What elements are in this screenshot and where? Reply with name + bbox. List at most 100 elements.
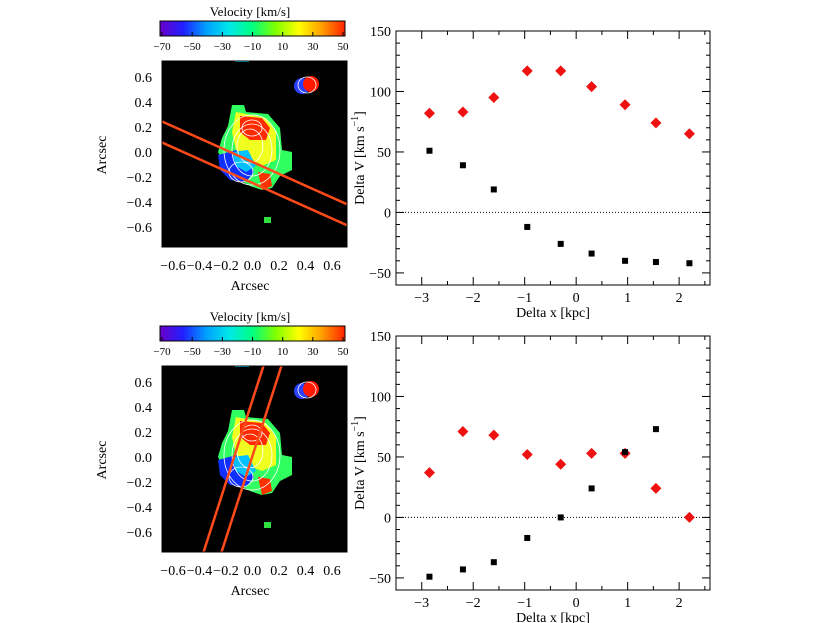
map-y-tick-label: −0.6 <box>127 221 152 236</box>
map-image <box>202 366 319 552</box>
map-y-tick-label: −0.2 <box>127 171 152 186</box>
colorbar-tick-label: 30 <box>307 346 319 358</box>
y-axis-label: Delta V [km s−1] <box>350 416 368 510</box>
data-point-square <box>426 573 433 580</box>
map-x-tick-label: 0.0 <box>244 259 262 274</box>
map-y-tick-label: 0.2 <box>135 426 153 441</box>
data-point-square <box>557 240 564 247</box>
map-y-tick-label: 0.0 <box>135 146 153 161</box>
map-x-tick-label: 0.4 <box>297 564 315 579</box>
colorbar-tick-label: −50 <box>184 41 202 53</box>
map-image <box>162 61 347 227</box>
map-x-tick-label: 0.2 <box>270 564 288 579</box>
colorbar-tick-label: −10 <box>244 41 262 53</box>
colorbar-tick-label: −30 <box>214 346 232 358</box>
slit-edge-lower <box>162 141 347 227</box>
map-x-tick-label: −0.6 <box>160 564 185 579</box>
data-point-square <box>622 449 629 456</box>
data-point-diamond <box>457 106 469 118</box>
plot-frame <box>395 335 711 591</box>
companion-red <box>303 76 319 92</box>
data-point-square <box>459 566 466 573</box>
x-tick-label: −2 <box>466 291 481 306</box>
map-y-tick-label: −0.4 <box>127 501 152 516</box>
y-axis-label: Delta V [km s−1] <box>350 111 368 205</box>
map-xlabel: Arcsec <box>231 584 270 599</box>
colorbar-tick-label: −10 <box>244 346 262 358</box>
colorbar-tick-label: 50 <box>338 41 350 53</box>
colorbar-title: Velocity [km/s] <box>210 4 291 19</box>
data-point-diamond <box>683 128 695 140</box>
colorbar-tick-label: −70 <box>153 41 171 53</box>
map-x-tick-label: 0.2 <box>270 259 288 274</box>
data-point-diamond <box>555 65 567 77</box>
map-x-tick-label: 0.6 <box>323 564 341 579</box>
y-axis-label-main: Delta V [km s <box>353 126 368 204</box>
y-tick-label: 50 <box>377 451 391 466</box>
data-point-diamond <box>457 426 469 438</box>
data-point-diamond <box>423 467 435 479</box>
y-tick-label: 100 <box>370 390 391 405</box>
map-x-tick-label: 0.6 <box>323 259 341 274</box>
y-tick-label: −50 <box>369 267 391 282</box>
x-axis-label: Delta x [kpc] <box>516 306 590 321</box>
data-point-square <box>524 534 531 541</box>
colorbar-tick-label: −70 <box>153 346 171 358</box>
velocity-map-bottom: Velocity [km/s] −70 −50 −30 −10 10 30 50 <box>95 309 349 599</box>
velocity-offset-plot-top: −3 −2 −1 0 1 2 −50 0 50 100 150 Delta x [kpc] Delta … <box>350 25 711 321</box>
map-y-tick-label: 0.6 <box>135 71 153 86</box>
velocity-map-top: Velocity [km/s] −70 −50 −30 −10 10 30 50 <box>95 4 349 294</box>
map-frame <box>161 60 348 248</box>
x-tick-label: −3 <box>414 291 429 306</box>
y-tick-label: 0 <box>384 511 391 526</box>
x-tick-label: 2 <box>676 291 683 306</box>
data-point-diamond <box>619 99 631 111</box>
data-point-square <box>459 162 466 169</box>
map-y-tick-label: −0.4 <box>127 196 152 211</box>
slit-edge-left <box>202 366 265 552</box>
map-y-tick-label: 0.0 <box>135 451 153 466</box>
map-x-tick-label: −0.2 <box>213 564 238 579</box>
map-x-tick-label: −0.4 <box>187 564 212 579</box>
map-y-tick-label: 0.4 <box>135 401 153 416</box>
data-point-diamond <box>586 447 598 459</box>
plot-frame <box>395 30 711 286</box>
data-point-diamond <box>650 117 662 129</box>
y-tick-label: 100 <box>370 85 391 100</box>
data-point-square <box>622 257 629 264</box>
y-tick-label: 150 <box>370 330 391 345</box>
slit-edge-right <box>220 366 283 552</box>
map-pixel-patch <box>264 522 271 528</box>
colorbar-tick-label: 50 <box>338 346 350 358</box>
map-pixel-patch <box>264 217 271 223</box>
map-frame <box>161 365 348 553</box>
x-tick-label: −2 <box>466 596 481 611</box>
data-point-square <box>490 186 497 193</box>
data-point-diamond <box>521 449 533 461</box>
velocity-offset-plot-bottom: −3 −2 −1 0 1 2 −50 0 50 100 150 Delta x [kpc] Delta … <box>350 330 711 623</box>
colorbar-tick-label: −30 <box>214 41 232 53</box>
map-y-ticks: 0.6 0.4 0.2 0.0 −0.2 −0.4 −0.6 <box>127 376 166 541</box>
map-x-tick-label: 0.0 <box>244 564 262 579</box>
map-x-tick-label: −0.2 <box>213 259 238 274</box>
y-axis-label-main: Delta V [km s <box>353 431 368 509</box>
x-axis-label: Delta x [kpc] <box>516 611 590 623</box>
x-tick-label: 0 <box>573 291 580 306</box>
y-axis-label-suffix: ] <box>353 416 368 421</box>
colorbar-ticks: −70 −50 −30 −10 10 30 50 <box>153 337 349 358</box>
map-y-tick-label: 0.6 <box>135 376 153 391</box>
y-tick-label: 0 <box>384 206 391 221</box>
x-tick-label: −1 <box>517 596 532 611</box>
data-point-diamond <box>488 429 500 441</box>
data-point-diamond <box>650 482 662 494</box>
data-point-diamond <box>586 81 598 93</box>
data-point-square <box>652 426 659 433</box>
colorbar-tick-label: 30 <box>307 41 319 53</box>
map-x-ticks: −0.6 −0.4 −0.2 0.0 0.2 0.4 0.6 <box>160 564 340 579</box>
data-point-square <box>490 559 497 566</box>
colorbar-ticks: −70 −50 −30 −10 10 30 50 <box>153 32 349 53</box>
map-y-tick-label: 0.4 <box>135 96 153 111</box>
map-y-tick-label: −0.2 <box>127 476 152 491</box>
